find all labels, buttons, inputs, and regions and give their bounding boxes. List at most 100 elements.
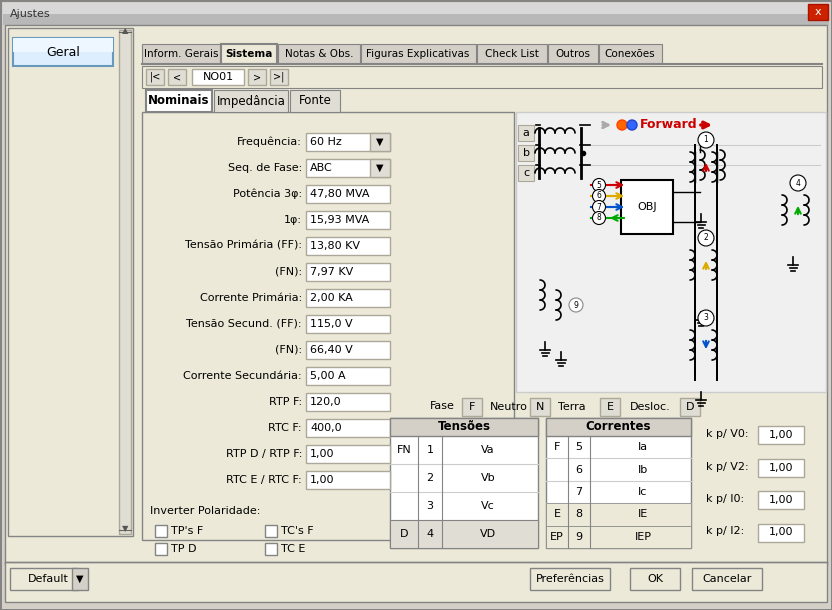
Text: 9: 9	[573, 301, 578, 309]
Text: 5: 5	[597, 181, 602, 190]
Bar	[306, 367, 390, 385]
Bar	[390, 520, 538, 548]
Bar	[546, 526, 691, 548]
Text: Tensões: Tensões	[438, 420, 491, 434]
Bar	[306, 289, 390, 307]
Bar	[278, 44, 360, 64]
Bar	[361, 44, 476, 64]
Text: OBJ: OBJ	[637, 202, 656, 212]
Text: 1φ:: 1φ:	[284, 215, 302, 225]
Bar	[306, 133, 390, 151]
Circle shape	[790, 175, 806, 191]
Text: 7: 7	[597, 203, 602, 212]
Text: Sistema: Sistema	[225, 49, 273, 59]
Text: ▲: ▲	[121, 26, 128, 35]
Text: <: <	[173, 72, 181, 82]
Bar	[758, 523, 804, 542]
Text: N: N	[536, 402, 544, 412]
Bar	[168, 69, 186, 85]
Circle shape	[569, 298, 583, 312]
Text: Default: Default	[28, 574, 69, 584]
Bar	[221, 44, 277, 64]
Bar	[546, 418, 691, 436]
Text: 13,80 KV: 13,80 KV	[310, 241, 360, 251]
Text: 2: 2	[704, 234, 708, 243]
Bar	[306, 341, 390, 359]
Text: D: D	[399, 529, 409, 539]
Bar	[265, 543, 277, 555]
Bar	[680, 398, 700, 416]
Bar	[270, 69, 288, 85]
Text: Corrente Secundária:: Corrente Secundária:	[183, 371, 302, 381]
Text: Terra: Terra	[558, 402, 586, 412]
Text: Inverter Polaridade:: Inverter Polaridade:	[150, 506, 260, 516]
Text: Correntes: Correntes	[585, 420, 651, 434]
Bar	[477, 44, 547, 64]
Text: 2,00 KA: 2,00 KA	[310, 293, 353, 303]
Bar	[290, 90, 340, 112]
Bar	[621, 180, 673, 234]
Text: >|: >|	[274, 72, 285, 82]
Text: 4: 4	[427, 529, 433, 539]
Text: ▼: ▼	[77, 574, 84, 584]
Bar	[370, 159, 390, 177]
Bar	[518, 165, 534, 181]
Bar	[518, 125, 534, 141]
Text: 1,00: 1,00	[310, 475, 334, 485]
Bar	[306, 185, 390, 203]
Bar	[306, 237, 390, 255]
Bar	[516, 112, 826, 392]
Text: 1,00: 1,00	[769, 528, 793, 537]
Text: Forward: Forward	[640, 118, 697, 132]
Text: 6: 6	[576, 465, 582, 475]
Text: ▼: ▼	[376, 137, 384, 147]
Bar	[3, 3, 829, 25]
Text: 115,0 V: 115,0 V	[310, 319, 353, 329]
Bar	[306, 315, 390, 333]
Bar	[306, 211, 390, 229]
Text: Cancelar: Cancelar	[702, 574, 751, 584]
Text: TP's F: TP's F	[171, 526, 203, 536]
Bar	[5, 25, 827, 565]
Text: F: F	[468, 402, 475, 412]
Text: 9: 9	[576, 532, 582, 542]
Text: Figuras Explicativas: Figuras Explicativas	[366, 49, 470, 59]
Text: 5,00 A: 5,00 A	[310, 371, 345, 381]
Text: ▼: ▼	[121, 525, 128, 534]
Bar	[214, 90, 288, 112]
Text: 120,0: 120,0	[310, 397, 342, 407]
Text: Vc: Vc	[481, 501, 495, 511]
Text: TP D: TP D	[171, 544, 196, 554]
Bar	[8, 28, 133, 536]
Text: RTC E / RTC F:: RTC E / RTC F:	[226, 475, 302, 485]
Bar	[119, 30, 131, 534]
Text: ABC: ABC	[310, 163, 333, 173]
Text: 5: 5	[576, 442, 582, 452]
Bar	[758, 426, 804, 444]
Bar	[155, 543, 167, 555]
Text: a: a	[522, 128, 529, 138]
Text: 8: 8	[576, 509, 582, 519]
Circle shape	[592, 190, 606, 203]
Bar	[306, 471, 390, 489]
Bar	[142, 44, 220, 64]
Text: Preferências: Preferências	[536, 574, 604, 584]
Text: 400,0: 400,0	[310, 423, 342, 433]
Bar	[13, 38, 113, 52]
Circle shape	[617, 120, 627, 130]
Text: 1: 1	[427, 445, 433, 455]
Text: 4: 4	[795, 179, 800, 187]
Text: Inform. Gerais: Inform. Gerais	[144, 49, 218, 59]
Text: Potência 3φ:: Potência 3φ:	[233, 188, 302, 199]
Bar	[142, 112, 514, 540]
Circle shape	[698, 310, 714, 326]
Text: Outros: Outros	[556, 49, 591, 59]
Text: RTP F:: RTP F:	[269, 397, 302, 407]
Text: 2: 2	[427, 473, 433, 483]
Text: NO01: NO01	[202, 72, 234, 82]
Text: IE: IE	[638, 509, 648, 519]
Text: FN: FN	[397, 445, 411, 455]
Text: RTP D / RTP F:: RTP D / RTP F:	[225, 449, 302, 459]
Bar	[758, 491, 804, 509]
Circle shape	[698, 230, 714, 246]
